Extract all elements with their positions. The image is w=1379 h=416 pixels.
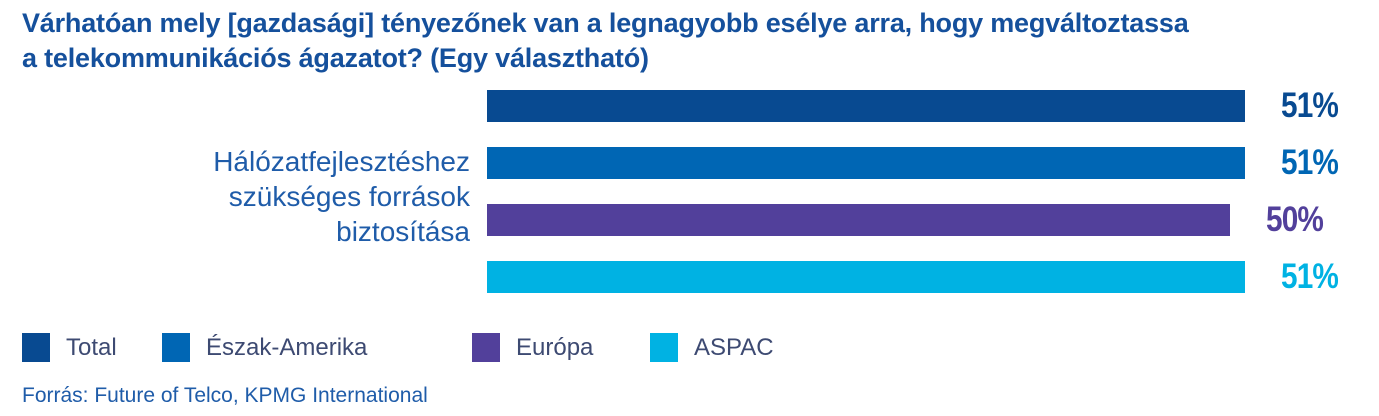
source-note: Forrás: Future of Telco, KPMG Internatio… [22, 384, 428, 407]
bar-row: 51% [487, 86, 1348, 125]
value-label: 51% [1280, 257, 1339, 296]
bar [487, 147, 1245, 179]
bar [487, 204, 1230, 236]
bar-row: 51% [487, 257, 1348, 296]
bar [487, 90, 1245, 122]
chart-title: Várhatóan mely [gazdasági] tényezőnek va… [22, 6, 1222, 76]
legend: Total Észak-Amerika Európa ASPAC [0, 333, 1379, 363]
value-label: 50% [1266, 200, 1324, 239]
legend-label: ASPAC [694, 333, 774, 361]
value-label: 51% [1280, 143, 1339, 182]
bar-row: 51% [487, 143, 1348, 182]
bar [487, 261, 1245, 293]
legend-swatch [650, 333, 678, 362]
legend-item: Total [22, 333, 117, 362]
legend-label: Európa [516, 333, 594, 361]
chart-title-line-2: a telekommunikációs ágazatot? (Egy válas… [22, 43, 649, 73]
legend-label: Total [66, 333, 117, 361]
legend-item: Európa [472, 333, 593, 362]
legend-item: ASPAC [650, 333, 774, 362]
chart-title-line-1: Várhatóan mely [gazdasági] tényezőnek va… [22, 8, 1189, 38]
category-axis-label: Hálózatfejlesztéshez szükséges források … [213, 146, 470, 247]
legend-swatch [22, 333, 50, 362]
value-label: 51% [1280, 86, 1339, 125]
legend-item: Észak-Amerika [162, 333, 367, 362]
legend-label: Észak-Amerika [206, 333, 368, 361]
legend-swatch [472, 333, 500, 362]
bar-row: 50% [487, 200, 1348, 239]
legend-swatch [162, 333, 190, 362]
bars: 51% 51% 50% 51% [487, 86, 1348, 296]
